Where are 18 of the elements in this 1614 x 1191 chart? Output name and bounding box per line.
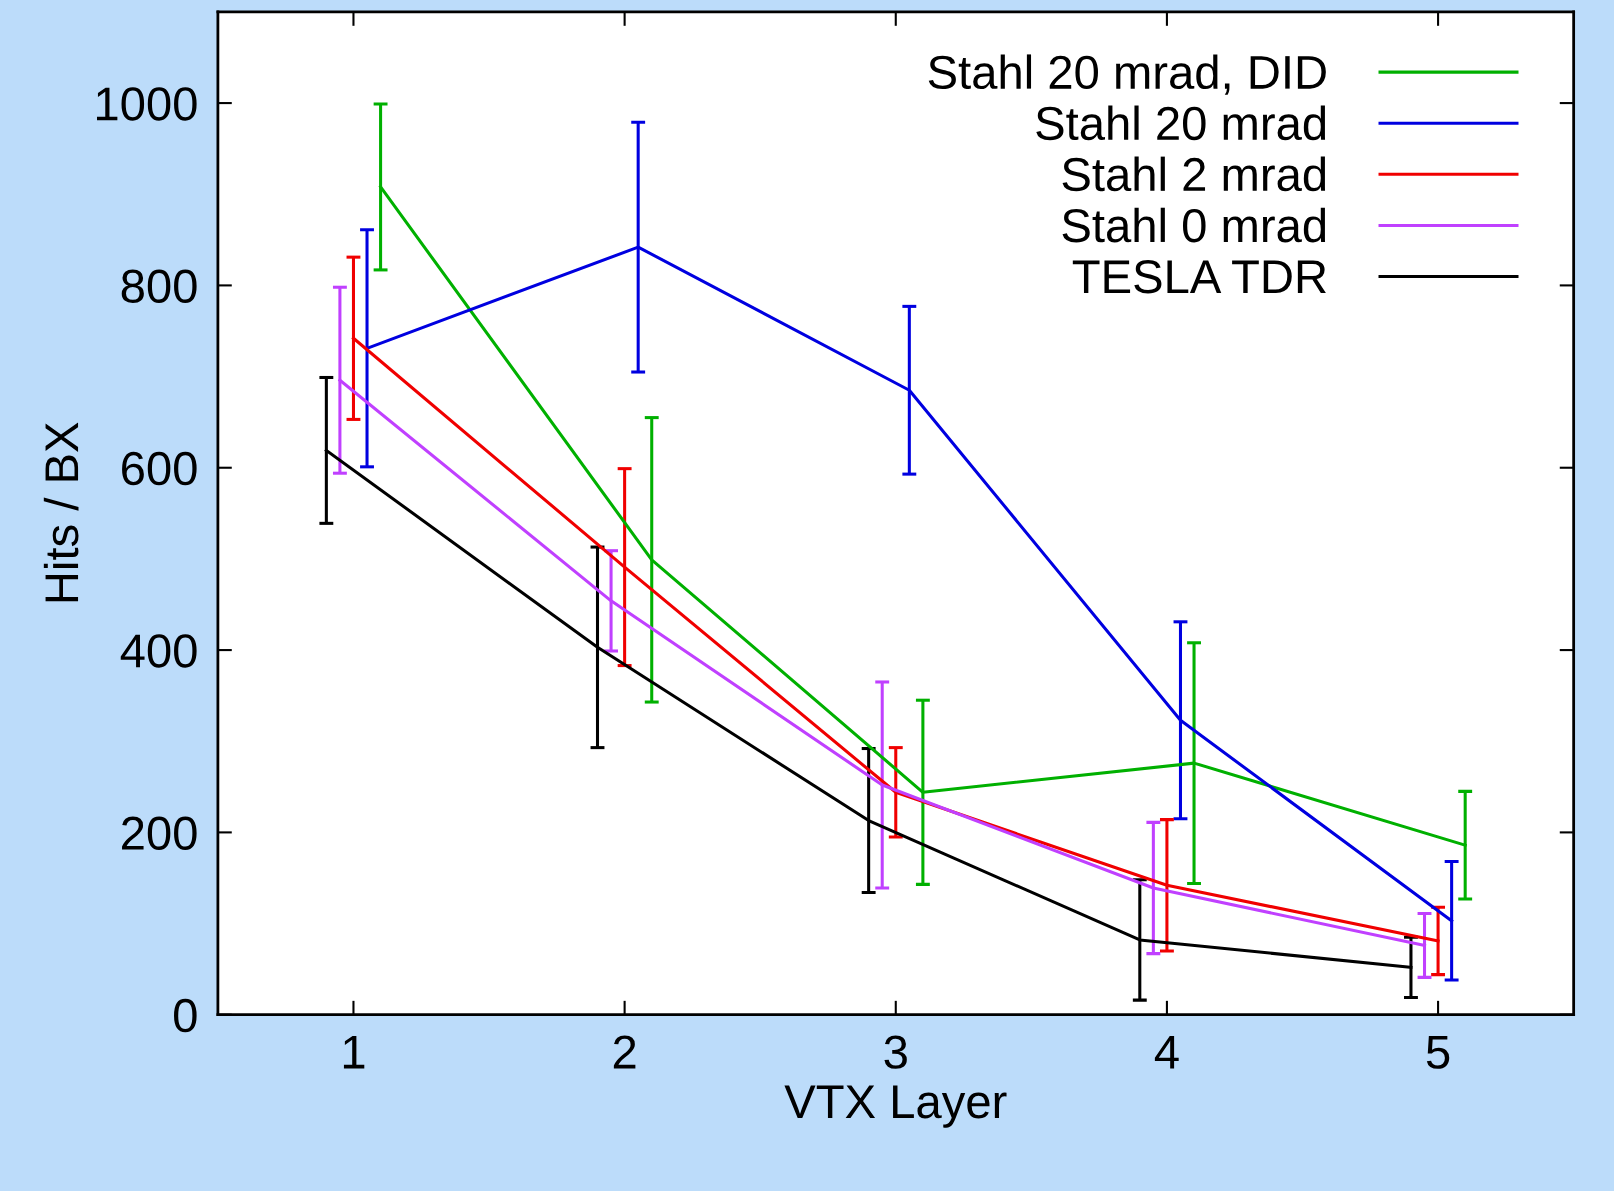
y-tick-label: 1000	[97, 87, 197, 121]
x-tick-label: 3	[884, 1035, 907, 1069]
y-axis-title: Hits / BX	[43, 422, 79, 602]
x-axis-title: VTX Layer	[784, 1085, 1007, 1128]
y-tick-label: 0	[174, 998, 197, 1033]
legend-label: TESLA TDR	[1072, 260, 1326, 294]
legend-label: Stahl 0 mrad	[1062, 207, 1326, 243]
legend-label: Stahl 20 mrad	[1036, 105, 1326, 141]
legend-label: Stahl 2 mrad	[1062, 156, 1326, 192]
legend-label: Stahl 20 mrad, DID	[928, 54, 1326, 95]
x-tick-label: 2	[613, 1035, 636, 1069]
y-tick-label: 800	[121, 269, 197, 303]
y-tick-label: 400	[120, 634, 197, 668]
y-tick-label: 200	[122, 816, 197, 850]
x-tick-label: 4	[1154, 1035, 1179, 1069]
y-tick-label: 600	[122, 451, 197, 486]
x-tick-label: 5	[1426, 1035, 1450, 1069]
x-tick-label: 1	[343, 1035, 365, 1069]
